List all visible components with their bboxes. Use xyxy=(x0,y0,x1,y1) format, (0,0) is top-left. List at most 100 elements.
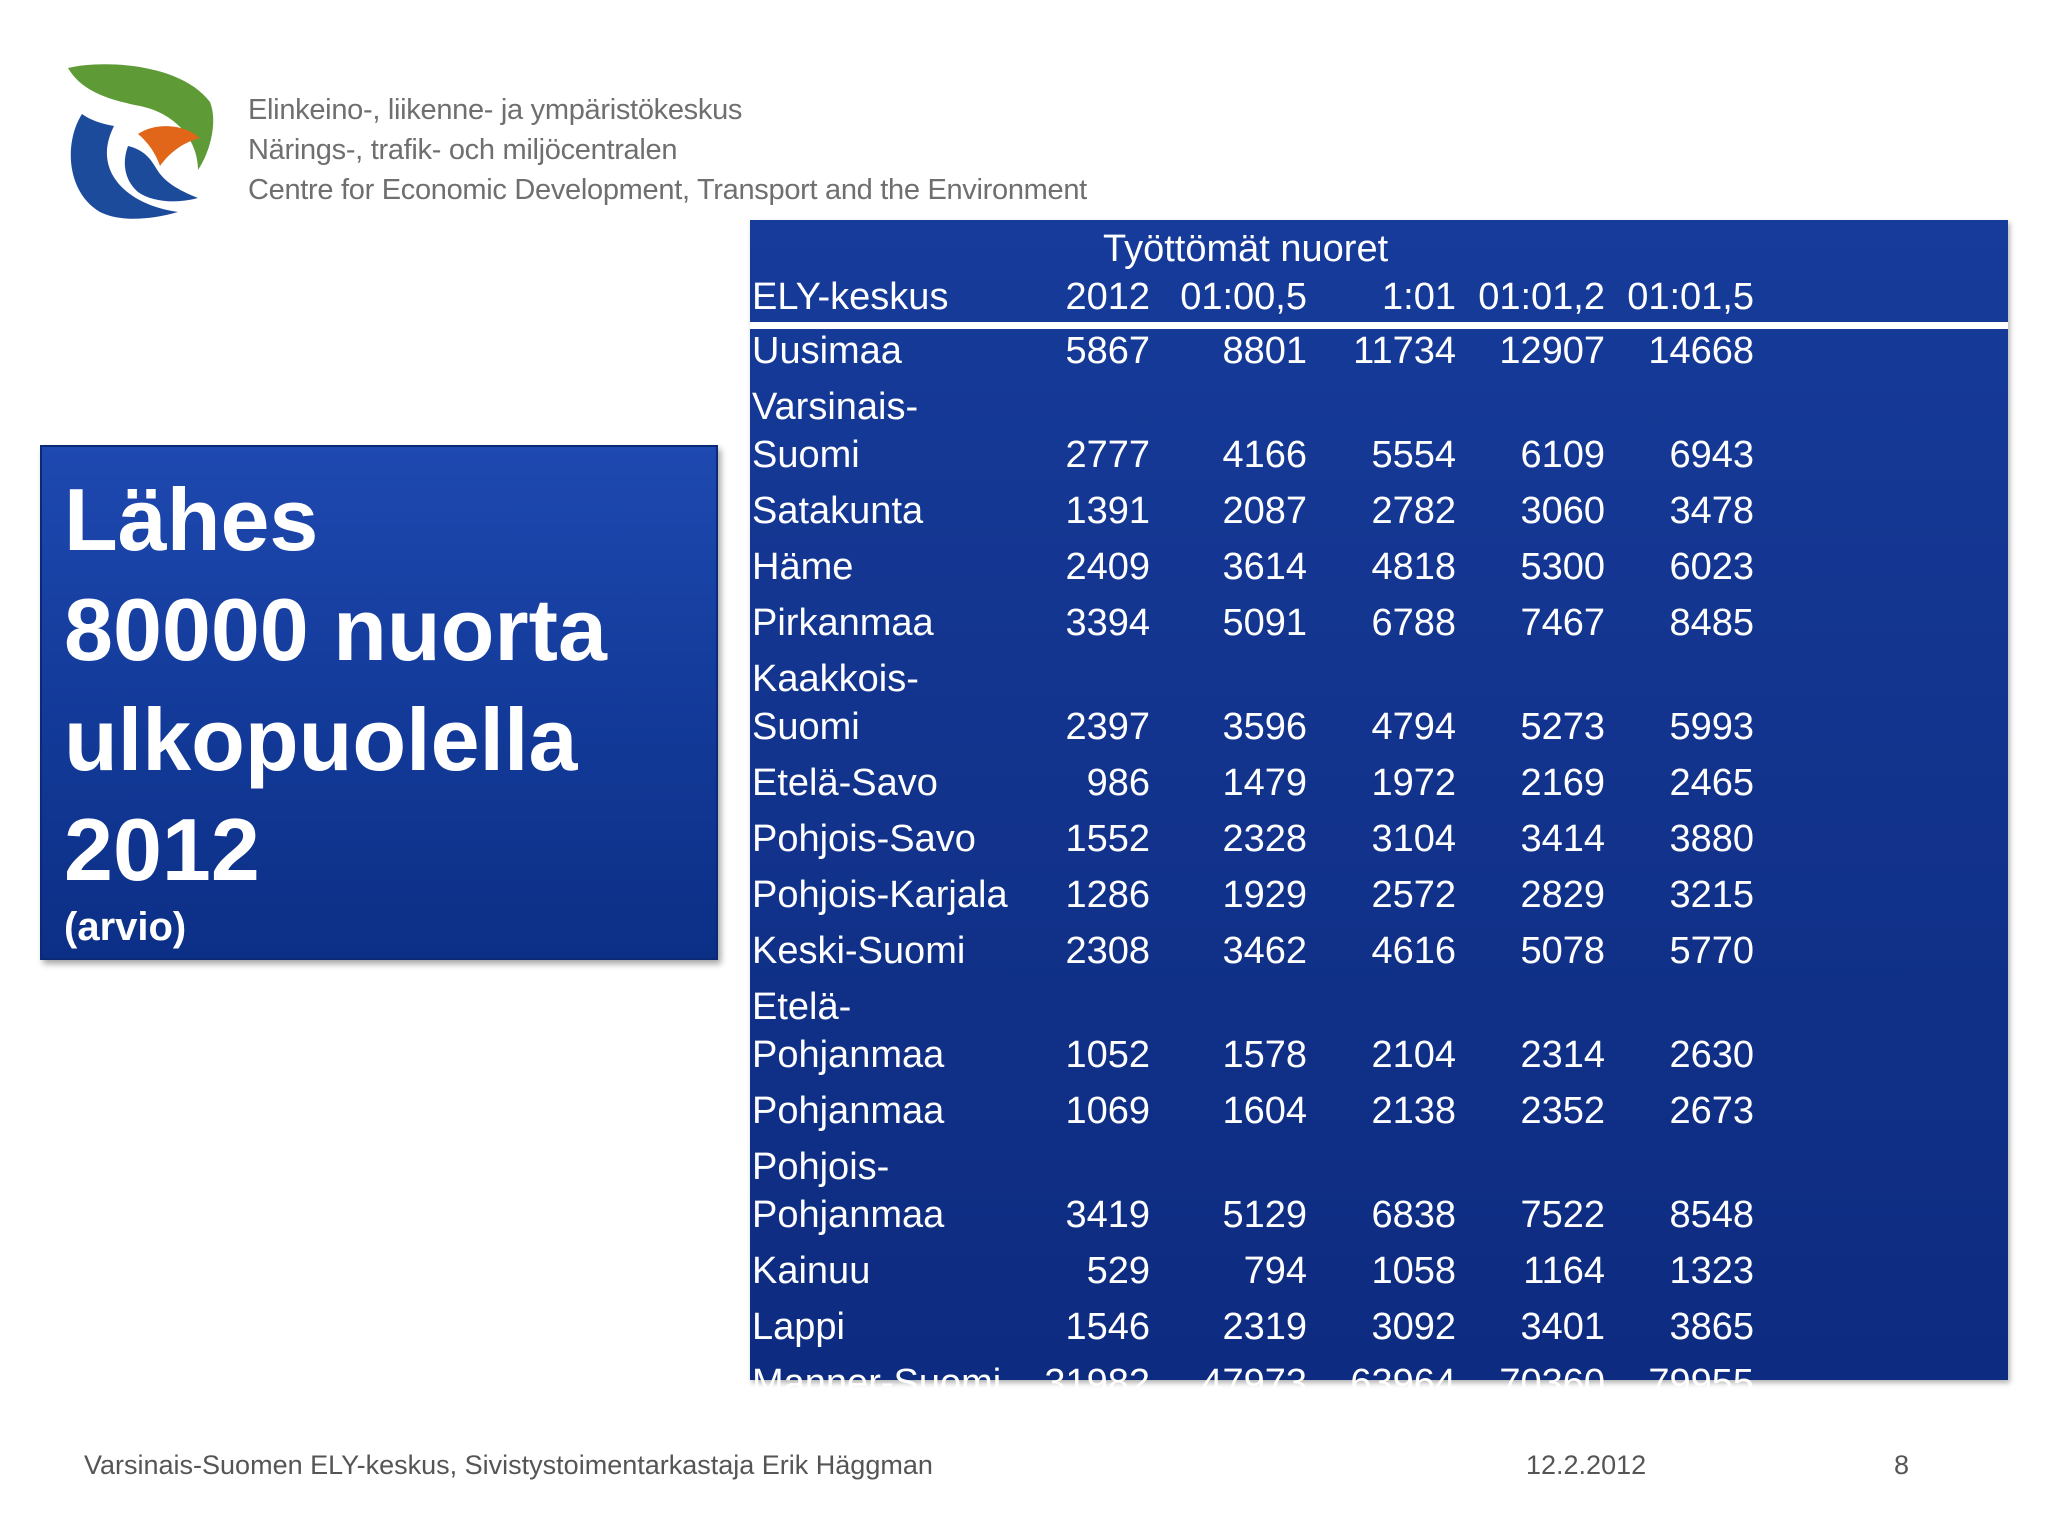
table-row: Häme 2409 3614 4818 5300 6023 xyxy=(750,544,2008,592)
value-cell: 3092 xyxy=(1371,1306,1456,1348)
region-name: Varsinais- xyxy=(752,386,919,428)
value-cell: 12907 xyxy=(1499,330,1605,372)
title-line-3: ulkopuolella xyxy=(64,690,578,789)
value-cell: 47973 xyxy=(1201,1362,1307,1404)
value-cell: 2409 xyxy=(1065,546,1150,588)
value-cell: 2777 xyxy=(1065,434,1150,476)
value-cell: 1391 xyxy=(1065,490,1150,532)
value-cell: 5993 xyxy=(1669,706,1754,748)
column-header-col5: 01:01,5 xyxy=(1627,276,1754,318)
column-header-2012: 2012 xyxy=(1065,276,1150,318)
value-cell: 5273 xyxy=(1520,706,1605,748)
column-header-col2: 01:00,5 xyxy=(1180,276,1307,318)
value-cell: 6023 xyxy=(1669,546,1754,588)
value-cell: 1546 xyxy=(1065,1306,1150,1348)
region-name: Uusimaa xyxy=(752,330,902,372)
region-name: Etelä-Savo xyxy=(752,762,938,804)
region-name: Kaakkois- xyxy=(752,658,919,700)
region-name: Manner-Suomi xyxy=(752,1362,1002,1404)
value-cell: 3596 xyxy=(1222,706,1307,748)
title-subtitle: (arvio) xyxy=(64,905,187,949)
value-cell: 1323 xyxy=(1669,1250,1754,1292)
value-cell: 1552 xyxy=(1065,818,1150,860)
value-cell: 4616 xyxy=(1371,930,1456,972)
value-cell: 4818 xyxy=(1371,546,1456,588)
value-cell: 2169 xyxy=(1520,762,1605,804)
value-cell: 5078 xyxy=(1520,930,1605,972)
table-row: Kaakkois- Suomi 2397 3596 4794 5273 5993 xyxy=(750,656,2008,752)
ely-logo-icon xyxy=(68,64,214,219)
value-cell: 5091 xyxy=(1222,602,1307,644)
table-row: Pohjanmaa 1069 1604 2138 2352 2673 xyxy=(750,1088,2008,1136)
value-cell: 2397 xyxy=(1065,706,1150,748)
value-cell: 2328 xyxy=(1222,818,1307,860)
value-cell: 3401 xyxy=(1520,1306,1605,1348)
value-cell: 6838 xyxy=(1371,1194,1456,1236)
title-line-4: 2012 xyxy=(64,800,260,899)
header-divider xyxy=(750,322,2008,329)
table-row: Keski-Suomi 2308 3462 4616 5078 5770 xyxy=(750,928,2008,976)
value-cell: 1069 xyxy=(1065,1090,1150,1132)
table-row: Lappi 1546 2319 3092 3401 3865 xyxy=(750,1304,2008,1352)
value-cell: 5554 xyxy=(1371,434,1456,476)
table-row: Etelä-Savo 986 1479 1972 2169 2465 xyxy=(750,760,2008,808)
footer-author: Varsinais-Suomen ELY-keskus, Sivistystoi… xyxy=(84,1450,933,1480)
table-row: Uusimaa 5867 8801 11734 12907 14668 xyxy=(750,328,2008,376)
table-row: Pohjois-Savo 1552 2328 3104 3414 3880 xyxy=(750,816,2008,864)
value-cell: 8801 xyxy=(1222,330,1307,372)
region-name: Suomi xyxy=(752,434,860,476)
value-cell: 8485 xyxy=(1669,602,1754,644)
region-name: Pohjanmaa xyxy=(752,1034,945,1076)
value-cell: 14668 xyxy=(1648,330,1754,372)
value-cell: 1972 xyxy=(1371,762,1456,804)
value-cell: 4794 xyxy=(1371,706,1456,748)
table-row: Etelä- Pohjanmaa 1052 1578 2104 2314 2630 xyxy=(750,984,2008,1080)
value-cell: 794 xyxy=(1243,1250,1307,1292)
region-name: Pohjois- xyxy=(752,1146,890,1188)
value-cell: 1929 xyxy=(1222,874,1307,916)
value-cell: 3865 xyxy=(1669,1306,1754,1348)
title-line-1: Lähes xyxy=(64,470,319,569)
value-cell: 3060 xyxy=(1520,490,1605,532)
value-cell: 5129 xyxy=(1222,1194,1307,1236)
value-cell: 7467 xyxy=(1520,602,1605,644)
region-name: Lappi xyxy=(752,1306,845,1348)
value-cell: 2465 xyxy=(1669,762,1754,804)
column-header-col3: 1:01 xyxy=(1382,276,1456,318)
org-name-english: Centre for Economic Development, Transpo… xyxy=(248,174,1087,206)
value-cell: 2138 xyxy=(1371,1090,1456,1132)
value-cell: 3104 xyxy=(1371,818,1456,860)
table-row: Pohjois-Karjala 1286 1929 2572 2829 3215 xyxy=(750,872,2008,920)
table-row: Kainuu 529 794 1058 1164 1323 xyxy=(750,1248,2008,1296)
value-cell: 2352 xyxy=(1520,1090,1605,1132)
value-cell: 1286 xyxy=(1065,874,1150,916)
value-cell: 2630 xyxy=(1669,1034,1754,1076)
footer-page-number: 8 xyxy=(1894,1450,1910,1480)
value-cell: 11734 xyxy=(1353,330,1456,372)
value-cell: 2314 xyxy=(1520,1034,1605,1076)
column-header-region: ELY-keskus xyxy=(752,276,949,318)
table-row: Varsinais- Suomi 2777 4166 5554 6109 6943 xyxy=(750,384,2008,480)
value-cell: 2673 xyxy=(1669,1090,1754,1132)
title-box: Lähes 80000 nuorta ulkopuolella 2012 (ar… xyxy=(40,445,718,960)
org-name-swedish: Närings-, trafik- och miljöcentralen xyxy=(248,134,678,166)
value-cell: 1578 xyxy=(1222,1034,1307,1076)
table-row: Pirkanmaa 3394 5091 6788 7467 8485 xyxy=(750,600,2008,648)
value-cell: 1058 xyxy=(1371,1250,1456,1292)
title-line-2: 80000 nuorta xyxy=(64,580,607,679)
value-cell: 2087 xyxy=(1222,490,1307,532)
value-cell: 2572 xyxy=(1371,874,1456,916)
value-cell: 1479 xyxy=(1222,762,1307,804)
table-row: Manner-Suomi 31982 47973 63964 70360 79955 xyxy=(750,1360,2008,1408)
table-row: Pohjois- Pohjanmaa 3419 5129 6838 7522 8548 xyxy=(750,1144,2008,1240)
region-name: Pohjanmaa xyxy=(752,1194,945,1236)
value-cell: 5770 xyxy=(1669,930,1754,972)
region-name: Pirkanmaa xyxy=(752,602,934,644)
value-cell: 2829 xyxy=(1520,874,1605,916)
value-cell: 2319 xyxy=(1222,1306,1307,1348)
footer-date: 12.2.2012 xyxy=(1526,1450,1647,1480)
value-cell: 3419 xyxy=(1065,1194,1150,1236)
value-cell: 2308 xyxy=(1065,930,1150,972)
value-cell: 70360 xyxy=(1499,1362,1605,1404)
table-caption: Työttömät nuoret xyxy=(1103,228,1389,270)
